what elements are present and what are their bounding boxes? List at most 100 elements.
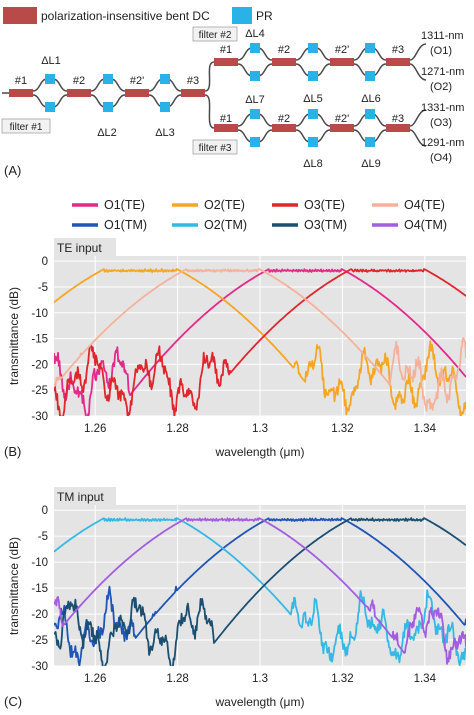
lo-delay-label-2: ΔL8 — [303, 158, 323, 170]
bent-dc-8 — [386, 58, 410, 66]
tm-series-o4tm — [54, 517, 466, 665]
tm-ytick-6: -30 — [31, 661, 48, 673]
waveguide — [204, 61, 215, 92]
s1-delay-label-3: ΔL3 — [155, 127, 175, 139]
bent-dc-11 — [330, 124, 354, 132]
output-o1-wavelength: 1311-nm — [421, 30, 464, 42]
output-o1-port: (O1) — [430, 45, 452, 57]
filter2-box — [192, 26, 238, 42]
te-x-axis-label: wavelength (μm) — [215, 445, 305, 459]
te-series — [54, 268, 466, 416]
tm-chart-title: TM input — [57, 490, 104, 504]
bent-dc-12 — [386, 124, 410, 132]
te-xtick-4: 1.34 — [414, 423, 437, 435]
s1-coupler-label-1: #1 — [15, 75, 27, 87]
legend-label-o1tm: O1(TM) — [104, 218, 147, 232]
legend-label-o3tm: O3(TM) — [304, 218, 347, 232]
tm-xtick-2: 1.3 — [252, 673, 268, 685]
tm-ytick-1: -5 — [38, 531, 48, 543]
te-ytick-3: -15 — [31, 334, 48, 346]
lo-coupler-label-2: #2 — [278, 113, 290, 125]
pr-11 — [365, 43, 375, 53]
pr-legend-swatch — [232, 7, 252, 24]
tm-ytick-2: -10 — [31, 557, 48, 569]
te-input-chart: TE input 1.26 1.28 1.3 1.32 1.34 0 -5 -10 -15 -20… — [4, 238, 466, 459]
pr-14 — [250, 137, 260, 147]
waveguide — [409, 129, 427, 147]
te-ytick-5: -25 — [31, 385, 48, 397]
bent-dc-4 — [181, 89, 205, 97]
waveguide — [409, 63, 427, 81]
lo-delay-label-3: ΔL9 — [361, 158, 381, 170]
tm-ytick-0: 0 — [42, 505, 48, 517]
filter1-box — [1, 118, 51, 134]
pr-16 — [308, 137, 318, 147]
te-ytick-4: -20 — [31, 359, 48, 371]
bent-dc-1 — [9, 89, 33, 97]
tm-input-chart: TM input 1.26 1.28 1.3 1.32 1.34 0 -5 -10 -15 -20… — [4, 487, 466, 709]
up-coupler-label-1: #1 — [220, 44, 232, 56]
devices — [9, 43, 410, 147]
te-ytick-2: -10 — [31, 308, 48, 320]
tm-x-axis-label: wavelength (μm) — [215, 695, 305, 709]
lo-delay-label-1: ΔL7 — [245, 94, 265, 106]
up-delay-label-2: ΔL5 — [303, 93, 323, 105]
tm-xtick-0: 1.26 — [84, 673, 106, 685]
waveguide — [409, 109, 427, 127]
pr-17 — [365, 109, 375, 119]
output-o2-port: (O2) — [430, 81, 452, 93]
tm-y-axis-label: transmittance (dB) — [7, 537, 21, 635]
dc-legend-label: polarization-insensitive bent DC — [41, 9, 210, 23]
tm-ytick-4: -20 — [31, 609, 48, 621]
te-y-axis-label: transmittance (dB) — [7, 287, 21, 385]
s1-coupler-label-3: #2' — [130, 75, 144, 87]
output-o3-wavelength: 1331-nm — [421, 102, 464, 114]
waveguide — [204, 94, 215, 129]
pr-10 — [308, 71, 318, 81]
mzi-schematic: #1 #2 #2' #3 ΔL1 ΔL2 ΔL3 #1 #2 #2' #3 ΔL… — [1, 26, 464, 178]
tm-ytick-5: -25 — [31, 635, 48, 647]
tm-ytick-3: -15 — [31, 583, 48, 595]
output-o3-port: (O3) — [430, 117, 452, 129]
tm-xtick-3: 1.32 — [331, 673, 353, 685]
pr-13 — [250, 109, 260, 119]
te-xtick-1: 1.28 — [166, 423, 188, 435]
up-delay-label-1: ΔL4 — [245, 28, 265, 40]
pr-3 — [103, 74, 113, 84]
tm-series-o2tm — [54, 517, 466, 666]
lo-coupler-label-4: #3 — [392, 113, 404, 125]
series-legend: O1(TE) O2(TE) O3(TE) O4(TE) O1(TM) O2(TM) O3(T… — [72, 198, 447, 232]
te-chart-title: TE input — [57, 241, 102, 255]
bent-dc-6 — [272, 58, 296, 66]
te-series-o2te — [54, 268, 466, 416]
pr-15 — [308, 109, 318, 119]
te-series-o4te — [54, 268, 466, 412]
s1-coupler-label-4: #3 — [187, 75, 199, 87]
output-o4-port: (O4) — [430, 152, 452, 164]
te-xtick-0: 1.26 — [84, 423, 106, 435]
te-xtick-2: 1.3 — [252, 423, 268, 435]
legend-label-o3te: O3(TE) — [304, 198, 345, 212]
pr-1 — [45, 74, 55, 84]
s1-delay-label-2: ΔL2 — [97, 127, 117, 139]
tm-xtick-4: 1.34 — [414, 673, 437, 685]
bent-dc-5 — [214, 58, 238, 66]
pr-18 — [365, 137, 375, 147]
up-coupler-label-2: #2 — [278, 44, 290, 56]
legend-label-o4te: O4(TE) — [404, 198, 445, 212]
pr-2 — [45, 102, 55, 112]
pr-legend-label: PR — [256, 9, 273, 23]
up-delay-label-3: ΔL6 — [361, 93, 381, 105]
te-ytick-6: -30 — [31, 411, 48, 423]
legend-label-o1te: O1(TE) — [104, 198, 145, 212]
tm-series-o3tm — [54, 517, 466, 666]
lo-coupler-label-3: #2' — [335, 113, 349, 125]
tm-title-box — [54, 487, 116, 505]
te-ticks: 1.26 1.28 1.3 1.32 1.34 0 -5 -10 -15 -20 -25 -30 — [31, 256, 436, 435]
filter3-box — [192, 139, 238, 155]
bent-dc-3 — [125, 89, 149, 97]
lo-coupler-label-1: #1 — [220, 113, 232, 125]
te-title-box — [54, 238, 116, 256]
filter3-label: filter #3 — [199, 143, 232, 154]
